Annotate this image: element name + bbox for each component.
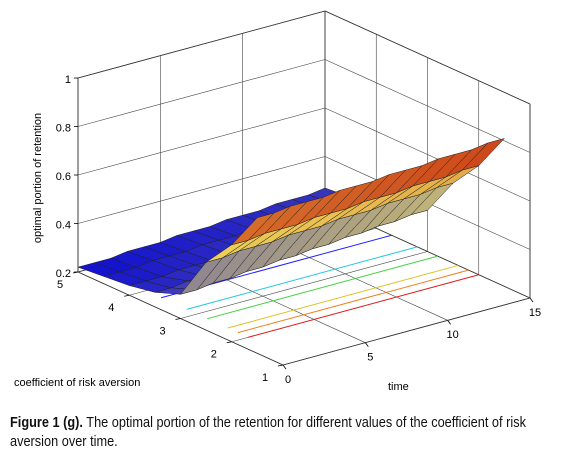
z-tick-label: 1 (65, 74, 71, 86)
floor-line (186, 246, 418, 310)
y-tick-label: 3 (159, 325, 165, 337)
z-axis-label: optimal portion of retention (32, 113, 44, 243)
floor-line (207, 255, 438, 320)
y-axis-label: coefficient of risk aversion (14, 377, 140, 389)
x-tick (447, 320, 451, 325)
grid-line (77, 107, 326, 176)
y-tick-label: 2 (211, 349, 217, 361)
z-tick-label: 0.8 (56, 122, 71, 134)
grid-line (324, 10, 531, 105)
y-tick-label: 1 (262, 372, 268, 384)
caption-label: Figure 1 (g). (10, 414, 83, 431)
x-tick (365, 342, 369, 347)
floor-line (248, 274, 479, 338)
caption: Figure 1 (g). The optimal portion of the… (10, 413, 573, 451)
x-tick-label: 5 (367, 352, 373, 364)
y-tick (175, 318, 181, 320)
grid-line (324, 59, 531, 153)
x-tick (282, 364, 287, 370)
chart: optimal portion of retention coefficient… (14, 10, 541, 393)
caption-text: The optimal portion of the retention for… (10, 414, 526, 450)
grid-line (77, 156, 326, 224)
y-tick (226, 341, 232, 344)
x-tick-label: 10 (447, 329, 459, 341)
floor-line (227, 264, 459, 329)
y-tick (277, 364, 284, 367)
surface-cell (230, 212, 275, 246)
x-tick-label: 15 (529, 307, 541, 319)
x-tick-label: 0 (285, 374, 291, 386)
y-tick-label: 4 (108, 302, 114, 314)
grid-line (77, 10, 326, 79)
floor-line (237, 269, 469, 334)
grid-line (77, 59, 326, 127)
grid-line (282, 297, 531, 366)
z-tick-label: 0.2 (56, 268, 71, 280)
y-tick-label: 5 (57, 279, 63, 291)
grid-line (180, 251, 428, 319)
z-tick-label: 0.6 (56, 171, 71, 183)
x-axis-label: time (388, 381, 409, 393)
y-tick (124, 294, 130, 297)
z-tick-label: 0.4 (56, 219, 71, 231)
grid-line (324, 107, 531, 202)
x-tick (529, 297, 534, 303)
